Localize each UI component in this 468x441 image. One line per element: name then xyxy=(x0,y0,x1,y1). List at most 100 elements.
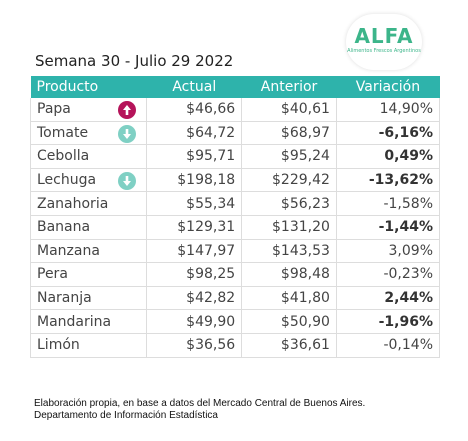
value-cell: $131,20 xyxy=(241,215,337,240)
value-cell: $98,25 xyxy=(146,262,243,287)
title: Semana 30 - Julio 29 2022 xyxy=(35,52,234,70)
value-cell: 3,09% xyxy=(336,239,441,264)
product-cell: Limón xyxy=(29,333,148,358)
product-cell: Cebolla xyxy=(29,144,148,169)
value-cell: $143,53 xyxy=(241,239,337,264)
cell-text: Limón xyxy=(37,337,80,354)
cell-text: $143,53 xyxy=(272,242,330,259)
value-cell: $46,66 xyxy=(146,98,243,122)
value-cell: $229,42 xyxy=(241,168,337,193)
value-cell: $95,24 xyxy=(241,144,337,169)
cell-text: 3,09% xyxy=(388,242,433,259)
cell-text: 2,44% xyxy=(384,290,433,307)
cell-text: Tomate xyxy=(37,124,89,141)
value-cell: -0,23% xyxy=(336,262,441,287)
cell-text: -1,44% xyxy=(378,219,433,236)
cell-text: 0,49% xyxy=(384,148,433,165)
product-cell: Mandarina xyxy=(29,309,148,334)
cell-text: $198,18 xyxy=(177,172,236,189)
table-row: Banana $129,31 $131,20 -1,44% xyxy=(29,215,441,240)
table-row: Mandarina $49,90 $50,90 -1,96% xyxy=(29,309,441,334)
cell-text: $36,56 xyxy=(186,337,236,354)
value-cell: -1,44% xyxy=(336,215,441,240)
table-row: Tomate $64,72 $68,97 -6,16% xyxy=(29,121,441,146)
cell-text: $131,20 xyxy=(272,219,330,236)
product-cell: Tomate xyxy=(29,121,148,146)
up-arrow-icon xyxy=(118,101,137,119)
product-cell: Lechuga xyxy=(29,168,148,193)
table-row: Naranja $42,82 $41,80 2,44% xyxy=(29,286,441,311)
product-cell: Banana xyxy=(29,215,148,240)
header-row: Producto Actual Anterior Variación xyxy=(30,76,440,98)
value-cell: $49,90 xyxy=(146,309,243,334)
value-cell: -0,14% xyxy=(336,333,441,358)
table-row: Cebolla $95,71 $95,24 0,49% xyxy=(29,144,441,169)
value-cell: -1,58% xyxy=(336,191,441,216)
footer: Elaboración propia, en base a datos del … xyxy=(34,398,365,422)
cell-text: -1,58% xyxy=(383,195,433,212)
column-header: Actual xyxy=(146,76,242,98)
value-cell: $129,31 xyxy=(146,215,243,240)
logo-tagline: Alimentos Frescos Argentinos xyxy=(347,48,421,54)
value-cell: $64,72 xyxy=(146,121,243,146)
cell-text: Mandarina xyxy=(37,313,112,330)
cell-text: $49,90 xyxy=(186,313,236,330)
product-cell: Zanahoria xyxy=(29,191,148,216)
value-cell: $36,61 xyxy=(241,333,337,358)
cell-text: $147,97 xyxy=(177,242,236,259)
cell-text: Lechuga xyxy=(37,172,97,189)
down-arrow-icon xyxy=(118,124,137,143)
cell-text: Naranja xyxy=(37,290,92,307)
table-row: Limón $36,56 $36,61 -0,14% xyxy=(29,333,441,358)
table-row: Papa $46,66 $40,61 14,90% xyxy=(29,98,441,122)
column-header: Producto xyxy=(30,76,147,98)
value-cell: $98,48 xyxy=(241,262,337,287)
cell-text: Papa xyxy=(37,101,71,118)
value-cell: 14,90% xyxy=(336,98,441,122)
table-row: Zanahoria $55,34 $56,23 -1,58% xyxy=(29,191,441,216)
product-cell: Naranja xyxy=(29,286,148,311)
footer-line: Departamento de Información Estadística xyxy=(34,410,218,421)
value-cell: $40,61 xyxy=(241,98,337,122)
value-cell: $68,97 xyxy=(241,121,337,146)
logo: ALFA Alimentos Frescos Argentinos xyxy=(346,14,422,70)
cell-text: $42,82 xyxy=(186,290,236,307)
cell-text: $98,25 xyxy=(186,266,236,283)
column-header: Variación xyxy=(336,76,440,98)
product-cell: Papa xyxy=(29,98,148,122)
cell-text: $64,72 xyxy=(186,124,236,141)
value-cell: $41,80 xyxy=(241,286,337,311)
cell-text: $36,61 xyxy=(280,337,330,354)
cell-text: $56,23 xyxy=(280,195,330,212)
value-cell: -13,62% xyxy=(336,168,441,193)
value-cell: $36,56 xyxy=(146,333,243,358)
cell-text: $68,97 xyxy=(280,124,330,141)
column-header: Anterior xyxy=(241,76,337,98)
cell-text: -6,16% xyxy=(378,124,433,141)
cell-text: $55,34 xyxy=(186,195,236,212)
cell-text: $95,71 xyxy=(186,148,236,165)
cell-text: Pera xyxy=(37,266,68,283)
value-cell: $198,18 xyxy=(146,168,243,193)
value-cell: -1,96% xyxy=(336,309,441,334)
price-table: Producto Actual Anterior Variación Papa $… xyxy=(29,76,441,358)
cell-text: $95,24 xyxy=(280,148,330,165)
value-cell: $95,71 xyxy=(146,144,243,169)
product-cell: Pera xyxy=(29,262,148,287)
cell-text: Manzana xyxy=(37,242,100,259)
cell-text: $40,61 xyxy=(280,101,330,118)
cell-text: -0,14% xyxy=(383,337,433,354)
cell-text: 14,90% xyxy=(379,101,433,118)
cell-text: -0,23% xyxy=(383,266,433,283)
table-row: Pera $98,25 $98,48 -0,23% xyxy=(29,262,441,287)
value-cell: 2,44% xyxy=(336,286,441,311)
cell-text: Zanahoria xyxy=(37,195,109,212)
cell-text: $41,80 xyxy=(280,290,330,307)
value-cell: 0,49% xyxy=(336,144,441,169)
value-cell: $50,90 xyxy=(241,309,337,334)
table-body: Papa $46,66 $40,61 14,90% Tomate $64,72 $68,97… xyxy=(29,98,441,358)
down-arrow-icon xyxy=(118,171,137,190)
cell-text: $50,90 xyxy=(280,313,330,330)
logo-name: ALFA xyxy=(354,24,414,48)
